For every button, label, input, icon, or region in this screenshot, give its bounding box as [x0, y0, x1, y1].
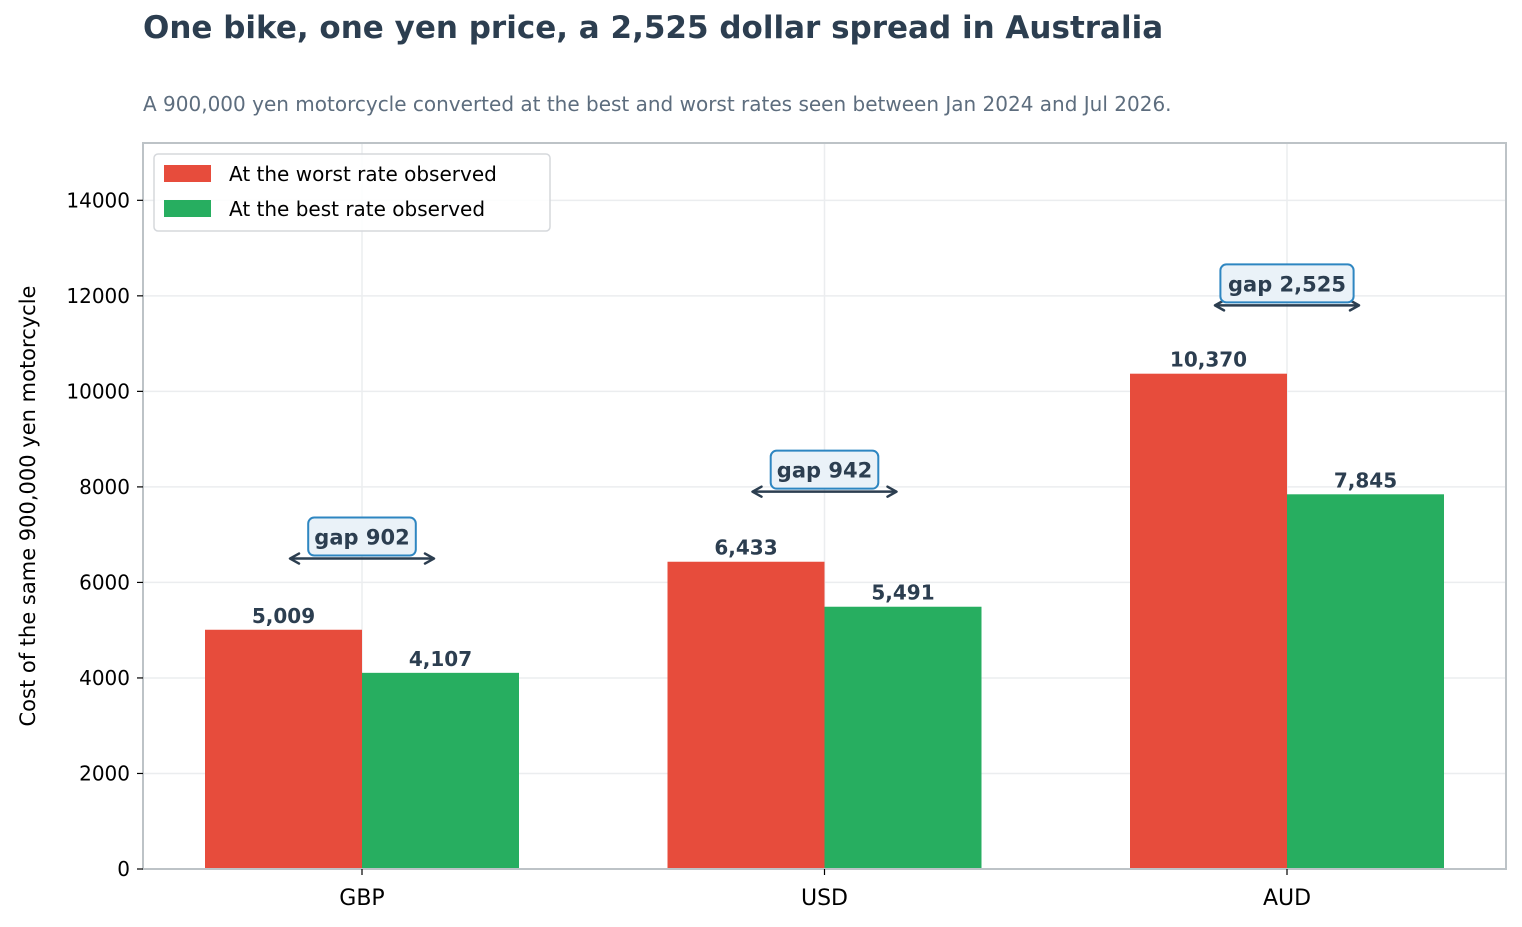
gap-label: gap 902 [314, 526, 409, 550]
bar-worst-aud [1130, 373, 1287, 869]
chart-subtitle: A 900,000 yen motorcycle converted at th… [143, 92, 1172, 116]
legend-box [153, 153, 551, 232]
arrow-head-left-icon [751, 485, 763, 498]
bar-worst-usd [667, 561, 825, 869]
x-tick-label: GBP [339, 886, 384, 911]
y-tick-label: 12000 [66, 284, 130, 308]
gap-label: gap 2,525 [1228, 272, 1346, 296]
arrow-head-left-icon [1213, 299, 1226, 312]
arrow-head-right-icon [423, 552, 436, 565]
x-tick-label: USD [801, 886, 848, 911]
legend-swatch [164, 165, 211, 182]
arrow-head-left-icon [288, 552, 301, 565]
gap-annotation: gap 2,525 [1213, 263, 1361, 312]
bar-best-usd [824, 606, 982, 869]
bar-best-aud [1287, 494, 1444, 869]
gap-annotation: gap 902 [288, 516, 436, 565]
y-tick-label: 10000 [66, 379, 130, 403]
gap-label: gap 942 [777, 459, 872, 483]
x-tick-label: AUD [1263, 886, 1311, 911]
value-label: 5,491 [871, 581, 934, 605]
legend-swatch [164, 200, 211, 217]
legend-entry: At the best rate observed [229, 197, 485, 221]
value-label: 10,370 [1170, 348, 1247, 372]
y-tick-label: 0 [117, 857, 130, 881]
y-tick-label: 8000 [79, 475, 130, 499]
gap-annotation: gap 942 [751, 449, 898, 498]
arrow-head-right-icon [1348, 299, 1361, 312]
value-label: 5,009 [252, 604, 315, 628]
y-tick-label: 2000 [79, 761, 130, 785]
bar-worst-gbp [205, 629, 362, 869]
y-tick-label: 4000 [79, 666, 130, 690]
legend-entry: At the worst rate observed [229, 162, 497, 186]
y-tick-label: 6000 [79, 570, 130, 594]
legend: At the worst rate observed At the best ra… [153, 153, 551, 232]
value-label: 4,107 [409, 647, 472, 671]
bar-best-gbp [362, 672, 519, 869]
gap-label-box [769, 449, 880, 490]
gap-label-box [307, 516, 417, 557]
y-axis-label: Cost of the same 900,000 yen motorcycle [16, 286, 40, 727]
y-tick-label: 14000 [66, 188, 130, 212]
value-label: 7,845 [1334, 468, 1397, 492]
arrow-head-right-icon [886, 485, 898, 498]
gap-label-box [1219, 263, 1355, 304]
chart-title: One bike, one yen price, a 2,525 dollar … [143, 10, 1164, 46]
value-label: 6,433 [714, 536, 777, 560]
